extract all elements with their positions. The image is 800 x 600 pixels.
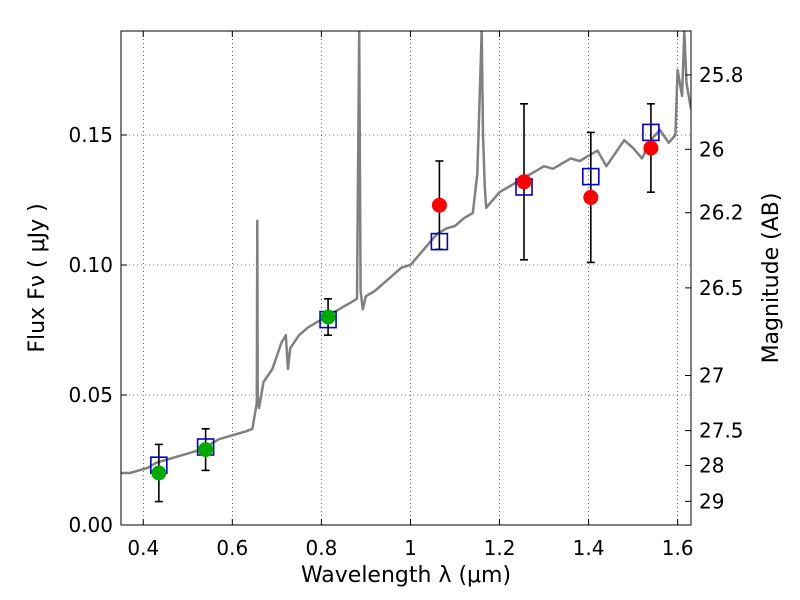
observed-point [198, 442, 214, 458]
plot-frame [120, 30, 692, 526]
y2-tick-label: 25.8 [699, 63, 744, 87]
y2-axis-label: Magnitude (AB) [759, 193, 784, 364]
observed-point [151, 465, 167, 481]
y2-tick-label: 26.2 [699, 201, 744, 225]
y2-tick-label: 28 [699, 453, 724, 477]
x-tick-label: 1.2 [484, 536, 516, 560]
x-tick-label: 1 [404, 536, 417, 560]
x-axis: 0.4 0.6 0.8 1 1.2 1.4 1.6 [127, 31, 694, 560]
y2-tick-label: 27 [699, 364, 724, 388]
x-tick-label: 1.6 [662, 536, 694, 560]
y2-axis: 25.8 26 26.2 26.5 27 27.5 28 29 [685, 63, 744, 513]
y-tick-label: 0.15 [68, 123, 113, 147]
y-tick-label: 0.10 [68, 253, 113, 277]
x-axis-label: Wavelength λ (μm) [301, 563, 511, 588]
y-tick-label: 0.00 [68, 513, 113, 537]
y2-tick-label: 29 [699, 489, 724, 513]
model-point [430, 232, 449, 251]
model-point [582, 167, 600, 186]
observed-point [431, 197, 447, 213]
x-tick-label: 0.6 [216, 536, 248, 560]
model-point [642, 123, 660, 142]
y-tick-label: 0.05 [68, 383, 113, 407]
observed-point [583, 189, 599, 205]
x-tick-label: 1.4 [573, 536, 605, 560]
observed-point [643, 140, 659, 156]
plot-area [121, 31, 691, 503]
y2-tick-label: 26.5 [699, 276, 744, 300]
x-tick-label: 0.8 [305, 536, 337, 560]
observed-point [516, 174, 532, 190]
spectrum-line [121, 31, 691, 475]
y2-tick-label: 26 [699, 137, 724, 161]
y-axis-label: Flux Fν ( μJy ) [25, 203, 50, 352]
observed-point [320, 309, 336, 325]
y-axis: 0.00 0.05 0.10 0.15 [68, 123, 127, 537]
y2-tick-label: 27.5 [699, 419, 744, 443]
x-tick-label: 0.4 [127, 536, 159, 560]
